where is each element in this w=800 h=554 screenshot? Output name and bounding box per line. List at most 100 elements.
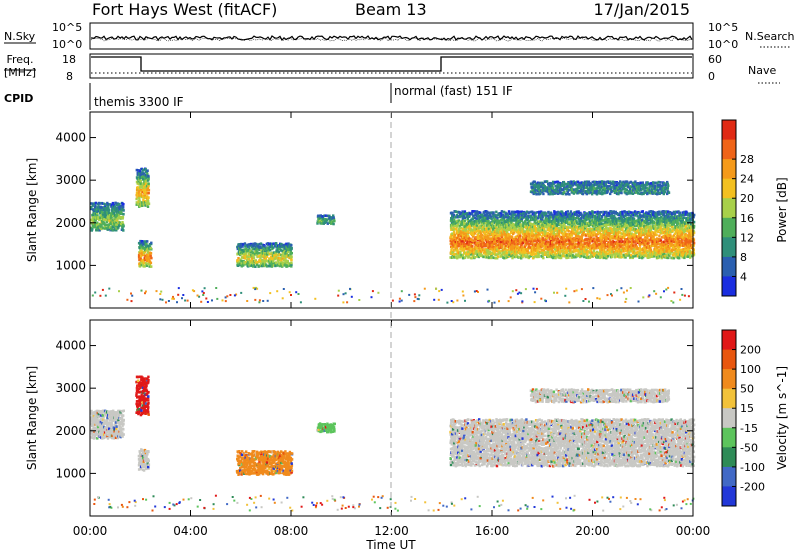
heatmap-cell bbox=[580, 254, 583, 258]
heatmap-cell bbox=[617, 252, 620, 256]
heatmap-cell bbox=[240, 259, 243, 263]
scatter-point bbox=[565, 287, 568, 290]
heatmap-cell bbox=[627, 251, 631, 255]
heatmap-cell bbox=[270, 253, 273, 256]
heatmap-cell bbox=[143, 250, 146, 253]
heatmap-cell bbox=[258, 264, 262, 267]
heatmap-cell bbox=[561, 229, 564, 233]
heatmap-cell bbox=[609, 253, 612, 257]
heatmap-cell bbox=[623, 253, 626, 257]
heatmap-cell bbox=[142, 168, 145, 171]
heatmap-cell bbox=[285, 242, 288, 246]
heatmap-cell bbox=[556, 227, 559, 230]
heatmap-cell bbox=[143, 179, 146, 183]
heatmap-cell bbox=[122, 203, 125, 206]
heatmap-cell bbox=[568, 233, 572, 236]
heatmap-cell bbox=[601, 234, 604, 238]
heatmap-cell bbox=[579, 224, 582, 228]
heatmap-cell bbox=[490, 215, 493, 218]
scatter-point bbox=[224, 296, 227, 299]
heatmap-cell bbox=[452, 253, 456, 256]
scatter-point bbox=[281, 297, 284, 300]
heatmap-cell bbox=[628, 230, 631, 234]
heatmap-cell bbox=[112, 206, 116, 210]
heatmap-cell bbox=[120, 205, 123, 208]
heatmap-cell bbox=[489, 240, 493, 243]
heatmap-cell bbox=[613, 232, 616, 236]
scatter-point bbox=[240, 291, 243, 294]
scatter-point bbox=[193, 290, 196, 293]
heatmap-cell bbox=[262, 254, 265, 257]
heatmap-cell bbox=[526, 224, 530, 228]
heatmap-cell bbox=[510, 231, 513, 235]
heatmap-cell bbox=[467, 223, 470, 226]
scatter-point bbox=[160, 290, 163, 293]
heatmap-cell bbox=[142, 188, 145, 192]
heatmap-cell bbox=[456, 223, 459, 226]
heatmap-cell bbox=[106, 228, 109, 231]
heatmap-cell bbox=[609, 235, 612, 238]
heatmap-cell bbox=[616, 225, 620, 229]
heatmap-cell bbox=[638, 232, 642, 235]
heatmap-cell bbox=[568, 214, 571, 218]
heatmap-cell bbox=[274, 253, 277, 257]
heatmap-cell bbox=[614, 235, 617, 238]
scatter-point bbox=[606, 294, 609, 297]
heatmap-cell bbox=[627, 226, 630, 230]
heatmap-cell bbox=[278, 256, 281, 260]
heatmap-cell bbox=[108, 208, 111, 212]
heatmap-cell bbox=[631, 235, 634, 238]
heatmap-cell bbox=[564, 225, 567, 228]
heatmap-cell bbox=[252, 242, 255, 246]
heatmap-cell bbox=[261, 252, 265, 255]
heatmap-cell bbox=[592, 243, 596, 246]
station-title: Fort Hays West (fitACF) bbox=[92, 0, 277, 19]
heatmap-cell bbox=[457, 237, 460, 241]
scatter-point bbox=[200, 300, 203, 303]
heatmap-cell bbox=[488, 216, 492, 219]
heatmap-cell bbox=[149, 261, 153, 265]
heatmap-cell bbox=[551, 225, 554, 228]
heatmap-cell bbox=[652, 251, 655, 254]
heatmap-cell bbox=[514, 213, 517, 217]
heatmap-cell bbox=[568, 234, 572, 238]
heatmap-cell bbox=[612, 240, 616, 244]
heatmap-cell bbox=[532, 232, 535, 235]
heatmap-cell bbox=[624, 222, 627, 225]
heatmap-cell bbox=[601, 253, 605, 257]
scatter-point bbox=[683, 294, 686, 297]
heatmap-cell bbox=[521, 227, 525, 230]
heatmap-cell bbox=[657, 245, 660, 249]
heatmap-cell bbox=[475, 249, 478, 253]
heatmap-cell bbox=[560, 224, 563, 227]
heatmap-cell bbox=[261, 250, 264, 254]
heatmap-cell bbox=[555, 212, 559, 215]
scatter-point bbox=[299, 301, 302, 304]
heatmap-cell bbox=[577, 210, 580, 213]
scatter-point bbox=[288, 291, 291, 294]
heatmap-cell bbox=[473, 225, 477, 229]
scatter-point bbox=[196, 294, 199, 297]
heatmap-cell bbox=[619, 211, 622, 214]
heatmap-cell bbox=[607, 241, 610, 244]
heatmap-cell bbox=[625, 228, 628, 231]
freq-unit-label: [MHz] bbox=[4, 66, 36, 79]
heatmap-cell bbox=[251, 256, 254, 260]
heatmap-cell bbox=[141, 240, 144, 243]
heatmap-cell bbox=[524, 237, 528, 240]
heatmap-cell bbox=[90, 226, 93, 230]
heatmap-cell bbox=[526, 230, 529, 233]
heatmap-cell bbox=[575, 245, 579, 249]
freq-panel-frame bbox=[89, 53, 694, 79]
heatmap-cell bbox=[527, 237, 530, 240]
heatmap-cell bbox=[535, 241, 539, 245]
heatmap-cell bbox=[136, 186, 139, 189]
heatmap-cell bbox=[455, 225, 459, 228]
scatter-point bbox=[440, 288, 443, 291]
heatmap-cell bbox=[144, 174, 147, 177]
heatmap-cell bbox=[582, 228, 586, 232]
scatter-point bbox=[130, 292, 132, 295]
heatmap-cell bbox=[492, 252, 495, 255]
heatmap-cell bbox=[615, 217, 618, 221]
heatmap-cell bbox=[516, 230, 519, 234]
